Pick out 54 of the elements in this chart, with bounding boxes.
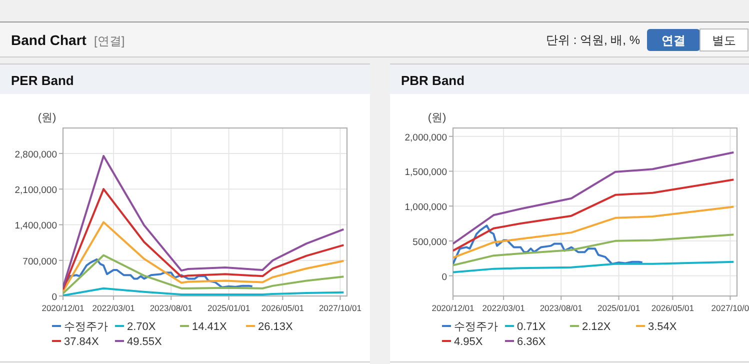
x-tick-label: 2026/05/01 <box>261 303 304 313</box>
text: [연결] <box>94 34 125 48</box>
legend-label: 2.70X <box>127 321 156 333</box>
x-tick-label: 2027/10/01 <box>318 303 362 313</box>
text: Band Chart <box>11 32 87 48</box>
x-tick-label: 2023/08/01 <box>150 303 193 313</box>
x-tick-label: 2027/10/0 <box>711 303 749 313</box>
line-series <box>63 287 345 296</box>
chart-title: PER Band <box>11 73 74 88</box>
line-series <box>453 260 735 274</box>
legend-label: 3.54X <box>648 321 678 333</box>
line-series <box>63 155 345 288</box>
line-series <box>453 234 735 266</box>
legend-label: 수정주가 <box>454 321 498 333</box>
legend-label: 26.13X <box>258 321 294 333</box>
legend-label: 수정주가 <box>64 321 108 333</box>
y-tick-label: 0 <box>442 272 447 283</box>
x-tick-label: 2020/12/01 <box>42 303 85 313</box>
text: 연결 <box>662 34 686 48</box>
y-tick-label: 1,400,000 <box>14 220 57 232</box>
y-tick-label: 2,000,000 <box>404 132 447 144</box>
x-tick-label: 2020/12/01 <box>432 303 475 313</box>
legend-label: 4.95X <box>454 336 484 348</box>
x-tick-label: 2025/01/01 <box>208 303 250 313</box>
x-tick-label: 2022/03/01 <box>92 303 136 313</box>
x-tick-label: 2026/05/01 <box>651 303 694 313</box>
y-axis-title: (원) <box>428 112 446 124</box>
y-tick-label: 0 <box>52 292 57 303</box>
y-tick-label: 1,500,000 <box>404 167 447 178</box>
y-tick-label: 700,000 <box>22 256 57 268</box>
y-axis-title: (원) <box>38 112 56 124</box>
text: 별도 <box>712 34 736 48</box>
line-series <box>453 224 644 265</box>
y-tick-label: 2,800,000 <box>14 149 57 160</box>
line-series <box>453 178 735 252</box>
x-tick-label: 2022/03/01 <box>482 303 526 313</box>
y-tick-label: 500,000 <box>412 236 447 248</box>
x-tick-label: 2025/01/01 <box>598 303 640 313</box>
legend-label: 49.55X <box>127 336 163 348</box>
y-tick-label: 1,000,000 <box>404 202 447 214</box>
legend-label: 2.12X <box>582 321 612 333</box>
line-series <box>63 188 345 290</box>
legend-label: 0.71X <box>517 321 546 333</box>
legend-label: 14.41X <box>192 321 228 333</box>
text: 단위 : 억원, 배, % <box>546 33 640 47</box>
x-tick-label: 2023/08/01 <box>540 303 583 313</box>
line-series <box>63 221 345 292</box>
y-tick-label: 2,100,000 <box>14 185 57 196</box>
line-series <box>63 254 345 294</box>
chart-title: PBR Band <box>401 73 465 88</box>
line-series <box>453 206 735 259</box>
legend-label: 37.84X <box>64 336 100 348</box>
line-series <box>453 151 735 245</box>
legend-label: 6.36X <box>517 336 546 348</box>
